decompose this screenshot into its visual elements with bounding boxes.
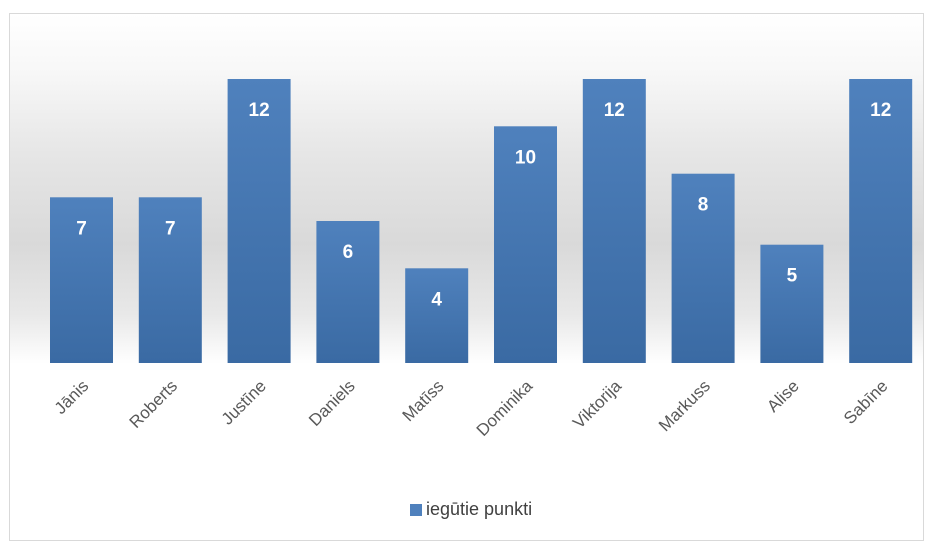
legend-label: iegūtie punkti	[426, 499, 532, 520]
x-tick-label-6: Viktorija	[569, 376, 625, 432]
bar-value-label-5: 10	[515, 147, 536, 168]
bar-value-label-7: 8	[698, 195, 709, 216]
bar-6	[583, 79, 646, 363]
bar-9	[849, 79, 912, 363]
bar-value-label-8: 5	[787, 266, 798, 287]
legend-swatch	[410, 504, 422, 516]
bars-group	[50, 79, 912, 363]
x-tick-label-2: Justīne	[218, 376, 270, 428]
bar-value-label-4: 4	[431, 289, 442, 310]
bar-value-label-6: 12	[604, 100, 625, 121]
x-tick-labels-group: Jānis Roberts Justīne Daniels Matīss Dominika…	[51, 376, 892, 440]
legend: iegūtie punkti	[410, 499, 532, 520]
x-tick-label-1: Roberts	[126, 376, 182, 432]
x-tick-label-5: Dominika	[473, 376, 537, 440]
x-tick-label-0: Jānis	[51, 376, 92, 417]
bar-value-label-2: 12	[249, 100, 270, 121]
x-tick-label-7: Markuss	[655, 376, 714, 435]
bar-value-label-3: 6	[343, 242, 354, 263]
bar-4	[405, 268, 468, 363]
x-tick-label-8: Alise	[763, 376, 802, 415]
bar-value-label-0: 7	[76, 218, 87, 239]
bar-8	[760, 245, 823, 363]
x-tick-label-9: Sabīne	[840, 376, 892, 428]
x-tick-label-3: Daniels	[305, 376, 359, 430]
bar-value-label-1: 7	[165, 218, 176, 239]
bar-value-label-9: 12	[870, 100, 891, 121]
x-tick-label-4: Matīss	[399, 376, 448, 425]
bar-2	[228, 79, 291, 363]
